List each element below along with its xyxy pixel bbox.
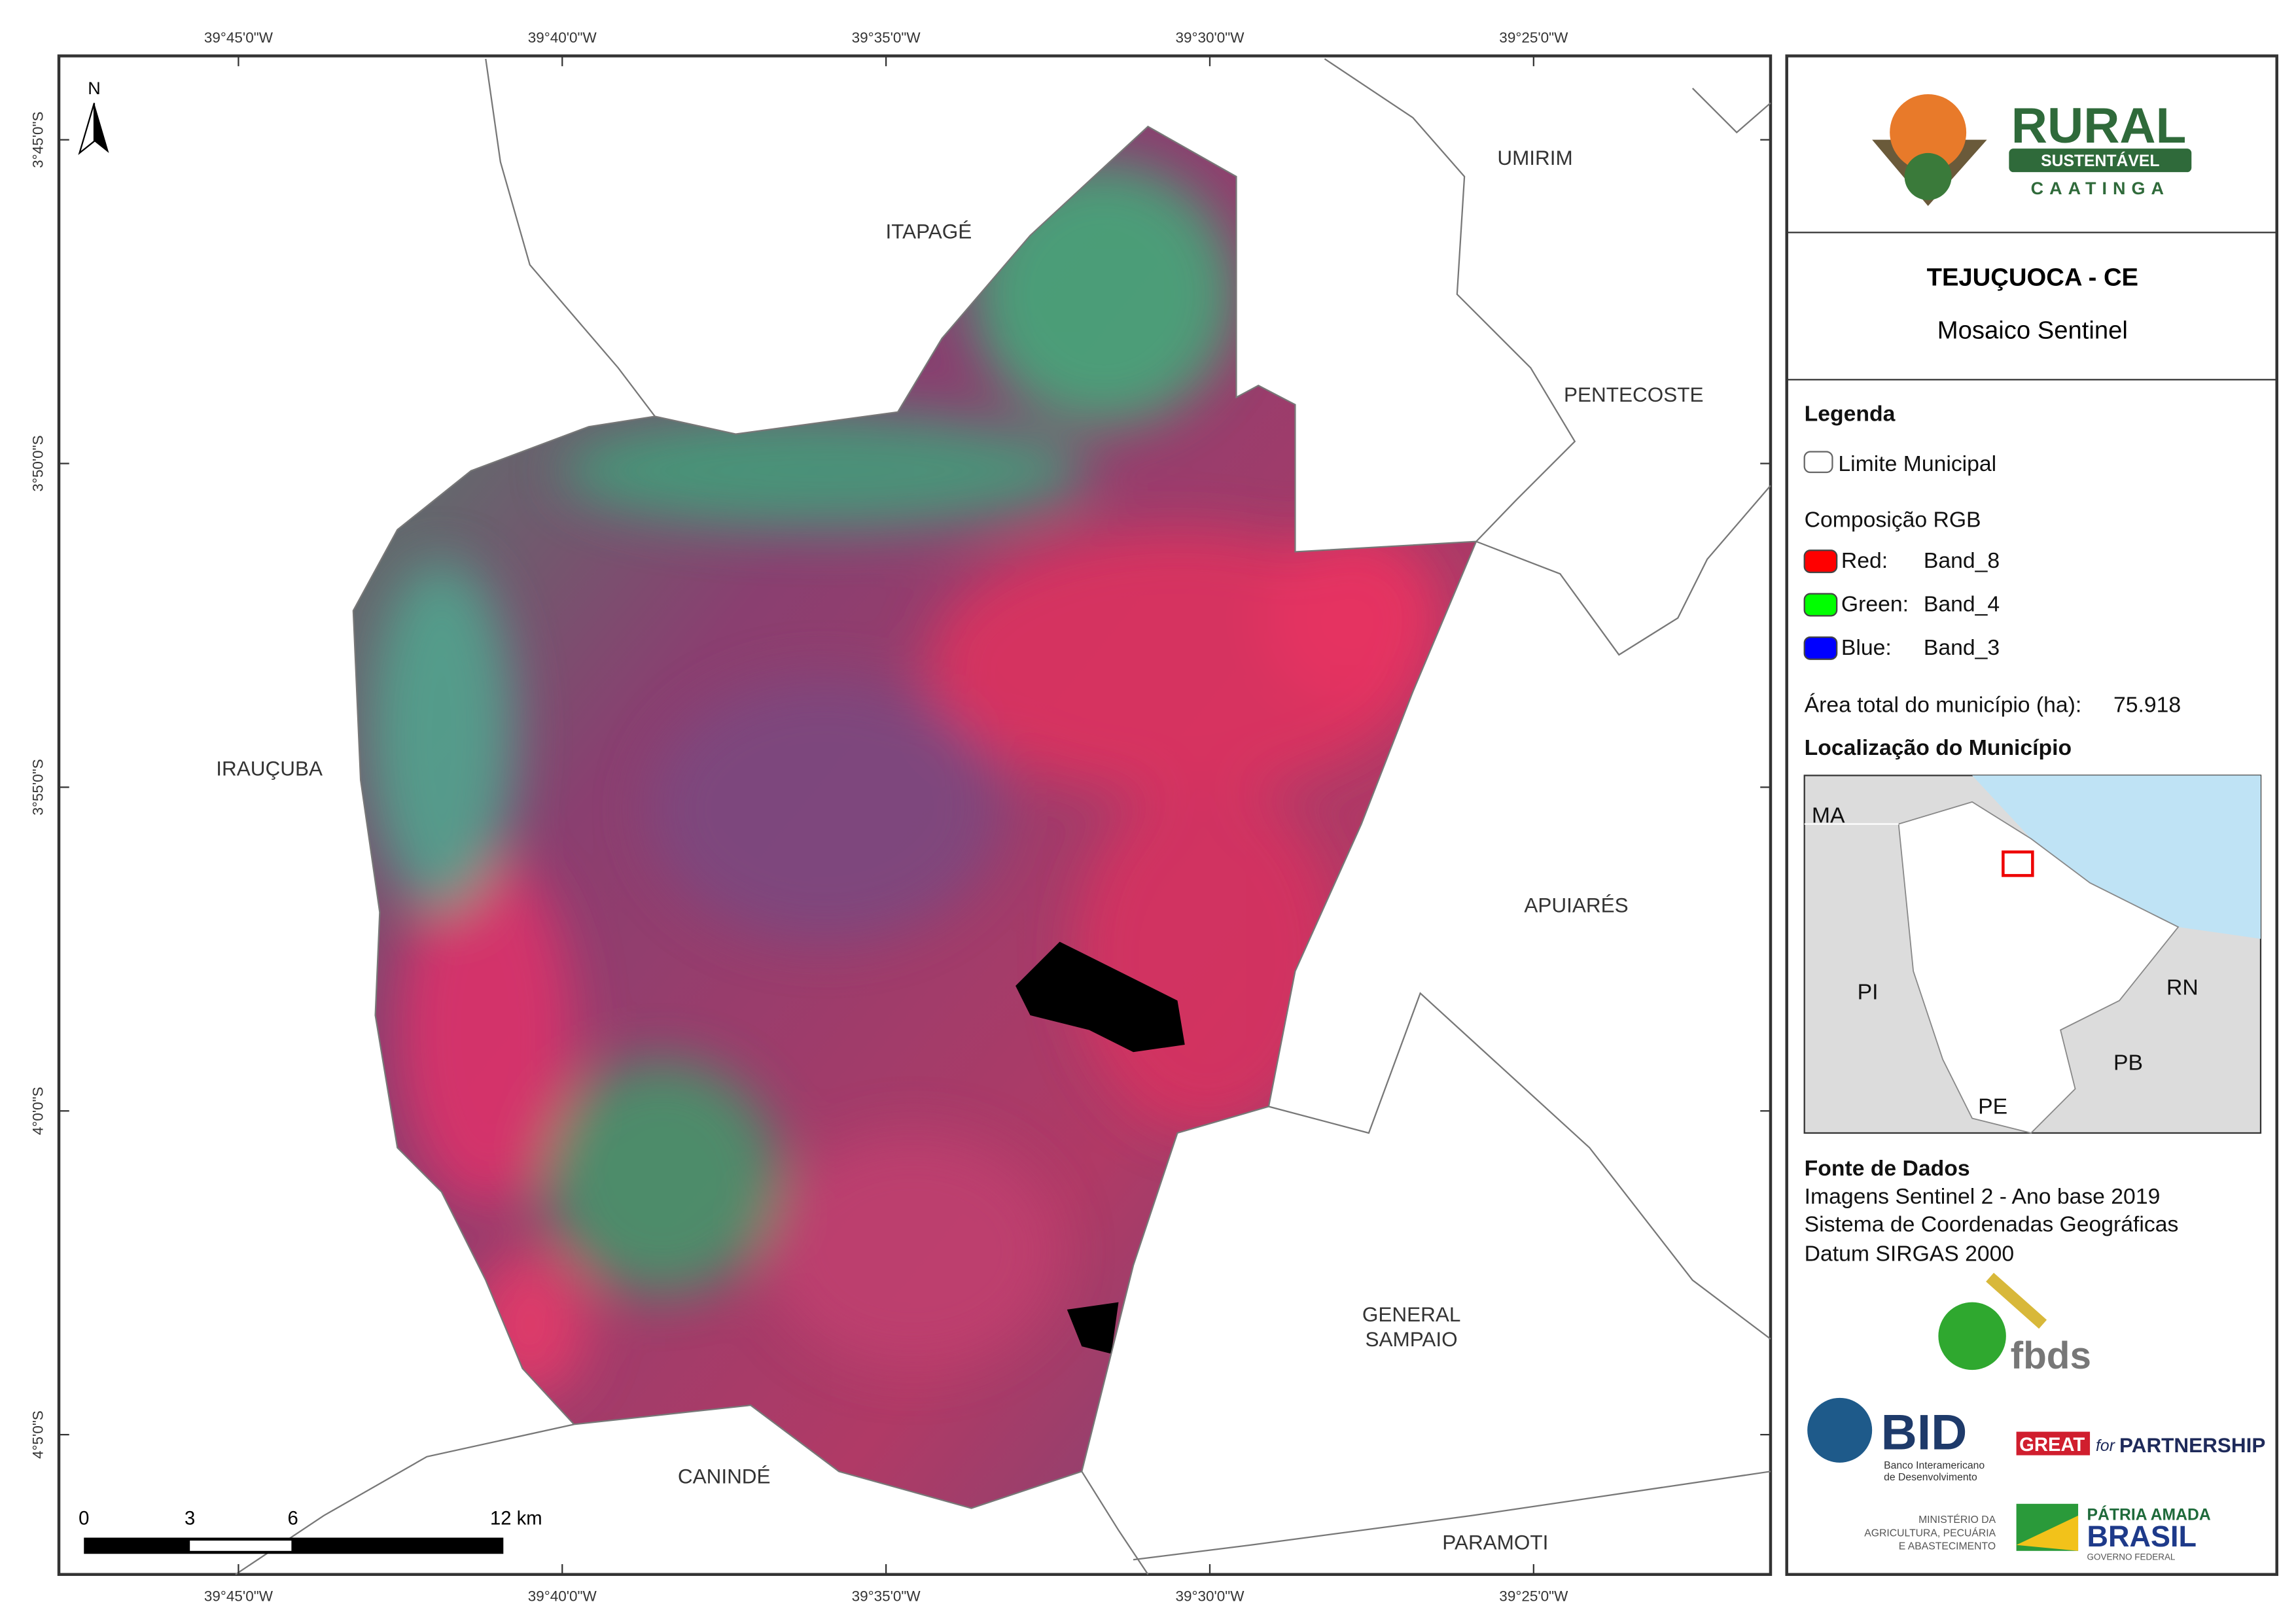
legend-swatch [1803, 550, 1838, 574]
source-line: Imagens Sentinel 2 - Ano base 2019 [1805, 1184, 2161, 1209]
logo-text: CAATINGA [2031, 179, 2170, 198]
logo-text: SUSTENTÁVEL [2041, 152, 2159, 170]
north-arrow: N [78, 79, 109, 156]
place-label: PENTECOSTE [1564, 383, 1703, 406]
legend-label: Band_3 [1924, 635, 2000, 660]
lon-label: 39°45'0"W [204, 29, 274, 46]
scale-label: 0 [79, 1508, 89, 1529]
logo-text: PARTNERSHIP [2119, 1433, 2265, 1457]
logo-text: Banco Interamericano [1884, 1460, 1985, 1471]
lon-label: 39°40'0"W [528, 29, 597, 46]
place-label: CANINDÉ [678, 1464, 771, 1488]
band-legend: Red: Band_8 Green: Band_4 Blue: Band_3 [1803, 548, 2000, 660]
rural-logo: RURAL SUSTENTÁVEL CAATINGA [1872, 94, 2192, 206]
locator-map: MA PI RN PB PE [1803, 775, 2262, 1134]
logo-text: PÁTRIA AMADA [2087, 1506, 2211, 1524]
lat-label: 3°50'0"S [29, 435, 46, 491]
place-label: UMIRIM [1497, 146, 1572, 169]
legend-swatch [1803, 593, 1838, 617]
scale-label: 12 km [490, 1508, 542, 1529]
lat-label: 3°45'0"S [29, 112, 46, 168]
lon-label: 39°30'0"W [1175, 29, 1245, 46]
state-label: PB [2113, 1050, 2143, 1075]
lon-label: 39°35'0"W [852, 1588, 921, 1604]
scale-label: 6 [288, 1508, 298, 1529]
lon-label: 39°40'0"W [528, 1588, 597, 1604]
title: TEJUÇUOCA - CE [1927, 263, 2138, 291]
legend-label: Composição RGB [1805, 507, 1981, 532]
legend-label: Limite Municipal [1838, 451, 1996, 476]
lon-label: 39°25'0"W [1499, 29, 1568, 46]
scale-bar: 0 3 6 12 km [79, 1508, 542, 1554]
logos: fbds BID Banco Interamericano de Desenvo… [1807, 1272, 2265, 1562]
lat-label: 3°55'0"S [29, 759, 46, 815]
place-label: ITAPAGÉ [885, 219, 972, 243]
lon-label: 39°25'0"W [1499, 1588, 1568, 1604]
scale-label: 3 [185, 1508, 195, 1529]
municipal-boundaries [235, 58, 1771, 1575]
graticule-ticks [59, 56, 1771, 1575]
logo-text: AGRICULTURA, PECUÁRIA [1864, 1526, 1996, 1539]
north-label: N [88, 79, 101, 98]
logo-text: de Desenvolvimento [1884, 1472, 1977, 1483]
legend-label: Blue: [1841, 635, 1892, 660]
lon-label: 39°35'0"W [852, 29, 921, 46]
source-line: Datum SIRGAS 2000 [1805, 1242, 2014, 1266]
place-label: APUIARÉS [1524, 894, 1628, 917]
logo-text: RURAL [2011, 98, 2187, 154]
logo-text: GREAT [2019, 1435, 2085, 1456]
lon-label: 39°30'0"W [1175, 1588, 1245, 1604]
area-value: 75.918 [2113, 693, 2181, 718]
sources-heading: Fonte de Dados [1805, 1156, 1970, 1181]
subtitle: Mosaico Sentinel [1937, 316, 2128, 344]
place-label: PARAMOTI [1442, 1531, 1548, 1554]
logo-text: MINISTÉRIO DA [1918, 1513, 1996, 1526]
legend-label: Band_8 [1924, 548, 2000, 573]
legend-heading: Legenda [1805, 401, 1896, 426]
state-label: PI [1858, 979, 1879, 1004]
place-label: GENERAL [1362, 1302, 1460, 1326]
state-label: RN [2166, 975, 2199, 1000]
lat-label: 4°5'0"S [29, 1410, 46, 1459]
logo-text: BRASIL [2087, 1520, 2197, 1553]
place-label: IRAUÇUBA [216, 756, 323, 780]
legend-swatch [1803, 451, 1833, 474]
lon-label: 39°45'0"W [204, 1588, 274, 1604]
logo-text: fbds [2011, 1335, 2091, 1377]
state-label: MA [1812, 803, 1845, 828]
place-label: SAMPAIO [1366, 1327, 1458, 1351]
logo-text: BID [1881, 1405, 1968, 1461]
logo-text: E ABASTECIMENTO [1899, 1541, 1996, 1552]
legend-swatch [1803, 636, 1838, 660]
area-label: Área total do município (ha): [1805, 693, 2082, 718]
legend-label: Green: [1841, 592, 1909, 617]
source-line: Sistema de Coordenadas Geográficas [1805, 1212, 2179, 1237]
legend-label: Band_4 [1924, 592, 2000, 617]
lat-label: 4°0'0"S [29, 1087, 46, 1135]
locator-heading: Localização do Município [1805, 735, 2072, 760]
logo-text: GOVERNO FEDERAL [2087, 1552, 2176, 1562]
logo-text: for [2096, 1437, 2116, 1455]
state-label: PE [1978, 1094, 2007, 1119]
legend-label: Red: [1841, 548, 1888, 573]
